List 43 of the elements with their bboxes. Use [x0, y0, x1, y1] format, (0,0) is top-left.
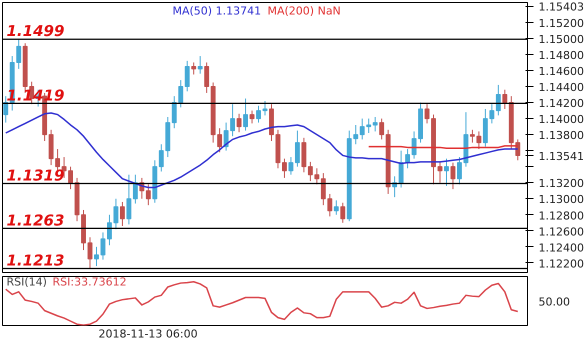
ref-line-label: 1.1499 [6, 22, 64, 40]
y-tick-label: 1.14800 [538, 48, 584, 62]
candlestick [184, 60, 190, 92]
y-tick-label: 1.15403 [538, 0, 584, 14]
candlestick [120, 201, 125, 227]
y-tick-label: 1.12200 [538, 257, 584, 270]
candlestick [243, 98, 248, 132]
text: 2018-11-13 06:00 [98, 328, 198, 340]
candlestick [230, 104, 236, 137]
y-tick-label: 1.13200 [538, 177, 584, 190]
series-label: RSI:33.73612 [52, 276, 127, 288]
y-tick-label: 1.13800 [538, 129, 584, 142]
candlestick [444, 158, 449, 186]
y-tick-label: 1.13541 [538, 150, 584, 163]
ref-line-label: 1.1263 [6, 211, 64, 230]
candlestick [360, 118, 365, 140]
y-tick-label: 1.14600 [538, 64, 584, 78]
candlestick [191, 62, 196, 75]
chart-title: RSI(14) [6, 276, 47, 288]
y-tick-label: 1.12800 [538, 209, 584, 222]
candlestick [16, 38, 22, 70]
candlestick [236, 113, 242, 133]
y-tick-label: 1.13000 [538, 193, 584, 206]
candlestick [450, 162, 456, 190]
y-tick-label: 1.12600 [538, 225, 584, 238]
candlestick [334, 200, 339, 216]
text: MA(200) NaN [268, 4, 341, 18]
y-tick-label: 1.14200 [538, 97, 584, 110]
y-tick-label: 1.12400 [538, 241, 584, 254]
candlestick [353, 124, 358, 145]
y-tick-label: 1.15200 [538, 16, 584, 30]
ref-line-label: 1.1213 [6, 251, 64, 270]
ref-line-label: 1.1319 [6, 166, 64, 185]
text: 50.00 [538, 296, 570, 308]
candlestick [198, 56, 203, 74]
y-tick-label: 1.14000 [538, 113, 584, 126]
y-tick-label: 1.14400 [538, 81, 584, 94]
candlestick [340, 202, 346, 224]
candlestick [224, 122, 229, 152]
y-tick-label: 1.15000 [538, 32, 584, 46]
text: MA(50) 1.13741 [172, 4, 262, 18]
candlestick [178, 80, 184, 108]
candlestick [250, 110, 254, 124]
